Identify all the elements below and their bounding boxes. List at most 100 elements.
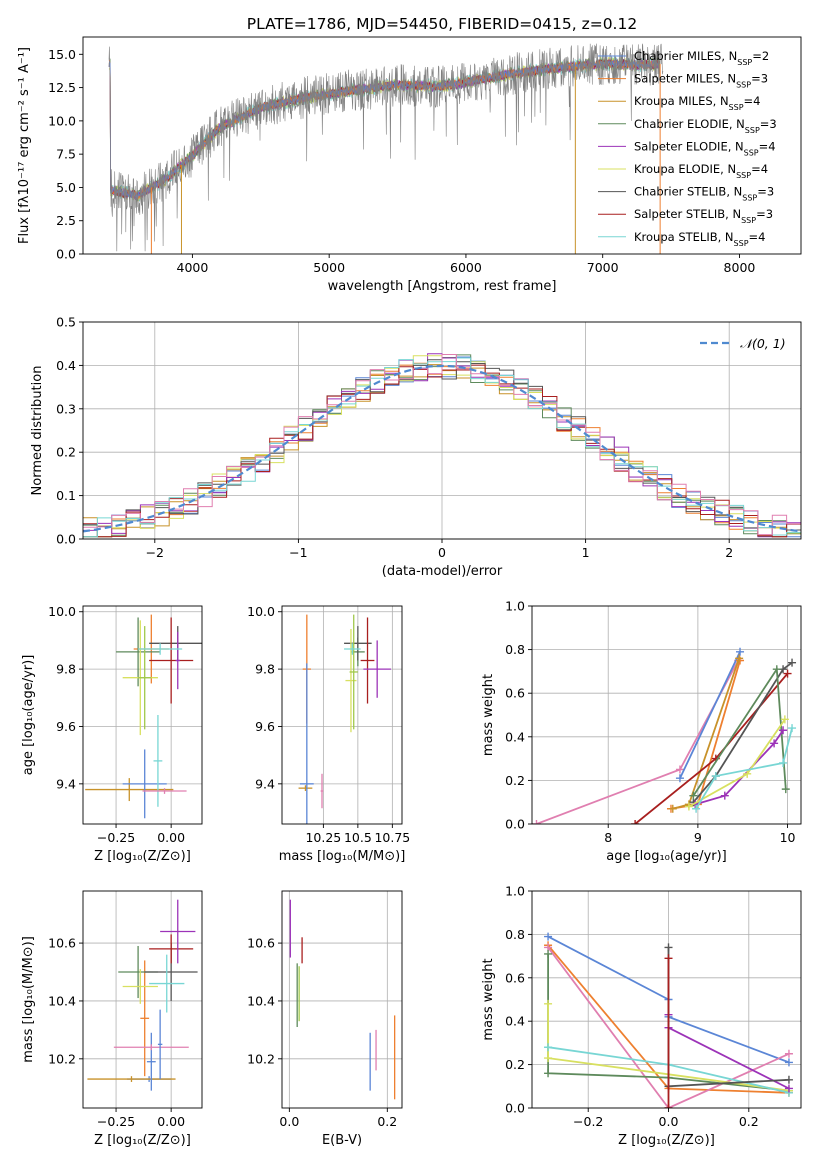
y-tick-label: 0.1 <box>56 488 76 503</box>
residuals-panel: −2 −1 0 1 2 0.0 0.1 0.2 0.3 0.4 0.5 (data-model)/er… <box>30 315 802 579</box>
errorbar-point <box>160 899 196 964</box>
age_vs_mass-plot <box>282 606 402 824</box>
y-tick-label: 0.6 <box>505 970 525 985</box>
weight_vs_age-marks <box>532 647 797 824</box>
spectrum-axes: 4000 5000 6000 7000 8000 0.0 2.5 5.0 7.5 10.0 12.5… <box>17 47 755 294</box>
weight-marker <box>664 943 673 952</box>
y-tick-label: 7.5 <box>56 147 76 162</box>
y-tick-label: 0.4 <box>56 358 76 373</box>
y-tick-label: 10.4 <box>48 993 76 1008</box>
x-tick-label: 10.5 <box>344 830 372 845</box>
errorbar-point <box>116 617 161 687</box>
y-tick-label: 0.4 <box>505 1014 525 1029</box>
figure-title: PLATE=1786, MJD=54450, FIBERID=0415, z=0… <box>247 15 637 33</box>
weight-marker <box>720 791 729 800</box>
y-axis-label: mass weight <box>481 958 496 1040</box>
weight-marker <box>784 1084 793 1093</box>
legend-entry: Kroupa ELODIE, NSSP=4 <box>634 162 768 180</box>
x-tick-label: 2 <box>725 545 733 560</box>
weight-marker <box>788 658 797 667</box>
x-tick-label: 0.2 <box>377 1114 397 1129</box>
errorbar-point <box>122 749 167 819</box>
age_vs_mass-axes: 10.25 10.5 10.75 9.4 9.6 9.8 10.0 mass [log₁₀(M… <box>247 604 410 864</box>
errorbar-point <box>149 617 194 704</box>
errorbar-point <box>153 715 163 807</box>
weight-series <box>689 665 790 800</box>
legend-entry: Chabrier ELODIE, NSSP=3 <box>634 117 777 135</box>
x-tick-label: 8 <box>604 830 612 845</box>
x-tick-label: 7000 <box>587 260 619 275</box>
weight-series <box>631 669 792 824</box>
weight-marker <box>544 1054 553 1063</box>
x-tick-label: 0.00 <box>157 830 185 845</box>
weight-marker <box>735 654 744 663</box>
weight-marker <box>783 669 792 678</box>
y-tick-label: 0.0 <box>56 532 76 547</box>
weight_vs_Z-marks <box>544 932 793 1108</box>
mass_vs_Z-panel: −0.25 0.00 10.2 10.4 10.6 Z [log₁₀(Z/Z⊙)] mass… <box>21 890 203 1148</box>
errorbar-point <box>142 788 187 794</box>
weight-marker <box>779 758 788 767</box>
weight-series <box>675 647 745 783</box>
weight_vs_age-frame <box>531 605 802 825</box>
x-tick-label: 9 <box>694 830 702 845</box>
mass_vs_EBV-panel: 0.0 0.2 10.2 10.4 10.6 E(B-V) <box>247 890 403 1148</box>
y-tick-label: 0.6 <box>505 686 525 701</box>
x-tick-label: 0.0 <box>279 1114 299 1129</box>
age_vs_Z-frame <box>82 605 203 825</box>
mass_vs_EBV-axes: 0.0 0.2 10.2 10.4 10.6 E(B-V) <box>247 936 397 1148</box>
age_vs_Z-marks <box>85 614 202 819</box>
weight_vs_Z-axes: −0.2 0.0 0.2 0.0 0.2 0.4 0.6 0.8 1.0 Z [log₁₀(Z/Z… <box>481 884 759 1149</box>
errorbar-point <box>138 626 152 730</box>
y-tick-label: 9.4 <box>56 776 76 791</box>
weight-marker <box>784 1075 793 1084</box>
x-tick-label: 0 <box>438 545 446 560</box>
legend-entry: Salpeter ELODIE, NSSP=4 <box>634 139 776 157</box>
y-tick-label: 0.5 <box>56 315 76 330</box>
weight-marker <box>544 1069 553 1078</box>
weight-marker <box>631 820 640 824</box>
errorbar-point <box>85 778 174 802</box>
weight-marker <box>675 774 684 783</box>
x-axis-label: Z [log₁₀(Z/Z⊙)] <box>618 1133 715 1148</box>
weight-marker <box>664 954 673 963</box>
mass_vs_Z-axes: −0.25 0.00 10.2 10.4 10.6 Z [log₁₀(Z/Z⊙)] mass… <box>21 936 191 1148</box>
y-tick-label: 1.0 <box>505 599 525 614</box>
spectrum-frame <box>82 36 802 255</box>
errorbar-point <box>157 1009 163 1080</box>
weight-line <box>536 660 739 824</box>
spectrum-plot <box>108 43 664 254</box>
weight-series <box>689 658 797 807</box>
errorbar-point <box>363 640 391 698</box>
weight-marker <box>711 772 720 781</box>
weight-series <box>664 954 673 1108</box>
age_vs_Z-plot <box>83 606 202 824</box>
legend-entry: Chabrier STELIB, NSSP=3 <box>634 185 774 203</box>
errorbar-point <box>320 773 324 809</box>
histogram-series <box>83 354 801 536</box>
weight-marker <box>664 1104 673 1108</box>
legend-entry: Salpeter MILES, NSSP=3 <box>634 72 768 90</box>
weight-line <box>679 651 741 779</box>
errorbar-point <box>298 785 313 792</box>
errorbar-point <box>345 628 357 733</box>
errorbar-point <box>149 954 185 1013</box>
errorbar-point <box>146 1032 156 1091</box>
y-tick-label: 10.2 <box>247 1051 275 1066</box>
weight_vs_age-axes: 8 9 10 0.0 0.2 0.4 0.6 0.8 1.0 age [log₁₀(age/yr)… <box>481 599 796 865</box>
y-tick-label: 9.6 <box>255 719 275 734</box>
x-tick-label: −0.2 <box>573 1114 603 1129</box>
x-tick-label: −0.25 <box>97 830 135 845</box>
weight-marker <box>544 999 553 1008</box>
x-axis-label: wavelength [Angstrom, rest frame] <box>328 279 557 294</box>
x-tick-label: 6000 <box>450 260 482 275</box>
legend-entry: 𝒩(0, 1) <box>740 336 786 351</box>
weight-series <box>692 724 797 813</box>
age_vs_mass-marks <box>298 614 391 824</box>
errorbar-point <box>344 643 361 655</box>
spectrum-legend: Chabrier MILES, NSSP=2 Salpeter MILES, NS… <box>598 49 777 247</box>
weight-line <box>695 727 793 810</box>
errorbar-point <box>87 1076 176 1082</box>
y-tick-label: 1.0 <box>505 884 525 899</box>
x-tick-label: 5000 <box>313 260 345 275</box>
